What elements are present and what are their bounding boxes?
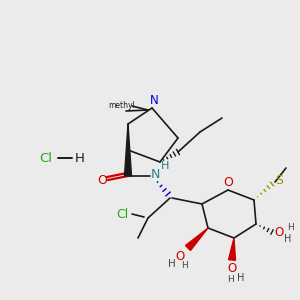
Text: O: O xyxy=(176,250,184,262)
Text: H: H xyxy=(161,161,169,171)
Text: H: H xyxy=(168,259,176,269)
Text: O: O xyxy=(274,226,284,238)
Text: methyl: methyl xyxy=(109,101,135,110)
Text: O: O xyxy=(227,262,237,275)
Text: Cl: Cl xyxy=(116,208,128,221)
Text: O: O xyxy=(223,176,233,188)
Text: S: S xyxy=(275,173,283,187)
Polygon shape xyxy=(124,124,131,176)
Text: H: H xyxy=(284,234,292,244)
Text: H: H xyxy=(286,224,293,232)
Text: O: O xyxy=(97,173,107,187)
Text: H: H xyxy=(237,273,245,283)
Text: N: N xyxy=(150,94,158,106)
Text: H: H xyxy=(226,275,233,284)
Text: Cl: Cl xyxy=(40,152,52,164)
Text: N: N xyxy=(150,167,160,181)
Text: H: H xyxy=(181,262,188,271)
Polygon shape xyxy=(229,238,236,260)
Polygon shape xyxy=(185,228,208,250)
Text: H: H xyxy=(75,152,85,164)
